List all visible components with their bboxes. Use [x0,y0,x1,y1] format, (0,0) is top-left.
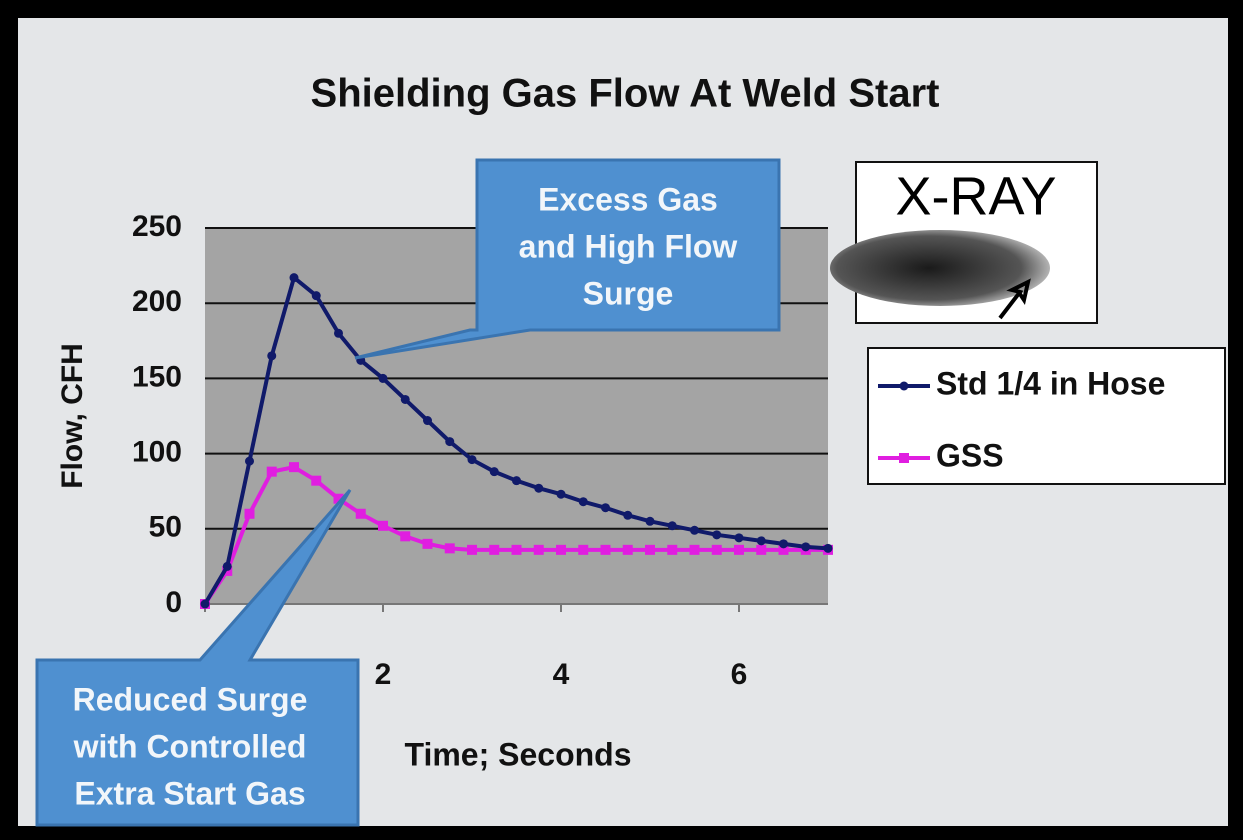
marker [401,395,410,404]
marker [423,539,433,549]
annotation-text: and High Flow [519,228,738,264]
marker [735,533,744,542]
marker [334,329,343,338]
marker [423,416,432,425]
x-axis-label: Time; Seconds [404,736,631,772]
chart-title: Shielding Gas Flow At Weld Start [311,72,940,116]
marker [245,509,255,519]
marker [312,291,321,300]
y-tick-label: 200 [132,285,182,318]
marker [734,545,744,555]
marker [400,531,410,541]
y-tick-label: 150 [132,360,182,393]
marker [757,536,766,545]
marker [690,545,700,555]
marker [512,476,521,485]
marker [712,530,721,539]
marker [899,453,909,463]
marker [445,437,454,446]
legend-label: Std 1/4 in Hose [936,365,1165,401]
marker [623,511,632,520]
marker [645,545,655,555]
y-tick-label: 100 [132,436,182,469]
marker [290,273,299,282]
x-tick-label: 4 [553,658,570,691]
marker [534,545,544,555]
annotation-text: Reduced Surge [73,681,308,717]
marker [601,503,610,512]
chart: Shielding Gas Flow At Weld Start Flow, C… [0,0,1243,840]
marker [445,543,455,553]
marker [556,545,566,555]
y-tick-label: 50 [149,511,182,544]
marker [489,545,499,555]
y-axis-label: Flow, CFH [56,343,89,489]
annotation-text: Surge [583,275,674,311]
marker [690,526,699,535]
marker [668,521,677,530]
marker [245,457,254,466]
x-tick-label: 6 [731,658,748,691]
marker [356,509,366,519]
marker [512,545,522,555]
marker [801,542,810,551]
marker [468,455,477,464]
marker [601,545,611,555]
marker [534,484,543,493]
marker [623,545,633,555]
marker [267,467,277,477]
y-tick-label: 0 [165,586,182,619]
y-tick-label: 250 [132,210,182,243]
xray-label: X-RAY [895,166,1056,226]
marker [712,545,722,555]
marker [824,544,833,553]
marker [900,382,909,391]
x-tick-label: 2 [375,658,392,691]
marker [379,374,388,383]
annotation-text: Excess Gas [538,181,718,217]
marker [578,545,588,555]
marker [646,517,655,526]
marker [267,351,276,360]
marker [756,545,766,555]
annotation-text: with Controlled [73,728,307,764]
marker [289,462,299,472]
marker [490,467,499,476]
annotation-text: Extra Start Gas [74,775,305,811]
legend-label: GSS [936,437,1004,473]
marker [223,562,232,571]
marker [467,545,477,555]
marker [779,539,788,548]
marker [311,476,321,486]
marker [557,490,566,499]
marker [667,545,677,555]
marker [579,497,588,506]
marker [201,600,210,609]
marker [378,521,388,531]
